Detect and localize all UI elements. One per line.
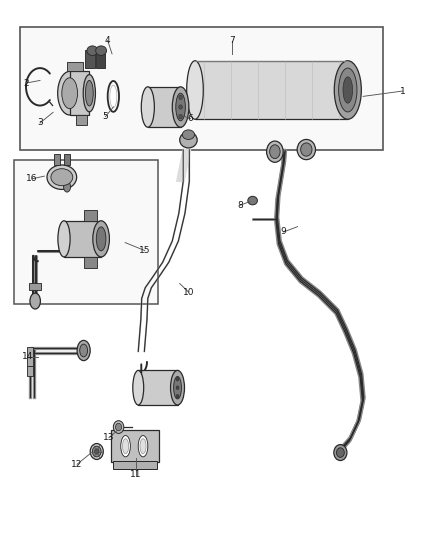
- Bar: [64, 221, 101, 257]
- Ellipse shape: [85, 80, 93, 106]
- Bar: [27, 348, 33, 357]
- Ellipse shape: [180, 132, 197, 148]
- Ellipse shape: [47, 165, 77, 189]
- Ellipse shape: [80, 344, 88, 357]
- Bar: [29, 283, 41, 290]
- Ellipse shape: [123, 439, 129, 454]
- Text: 15: 15: [139, 246, 151, 255]
- Ellipse shape: [334, 445, 347, 461]
- Ellipse shape: [110, 85, 117, 108]
- Ellipse shape: [77, 341, 90, 361]
- Polygon shape: [177, 150, 191, 181]
- Ellipse shape: [93, 221, 110, 257]
- Ellipse shape: [141, 87, 154, 127]
- Bar: [195, 61, 348, 119]
- Ellipse shape: [64, 181, 71, 192]
- Ellipse shape: [248, 196, 258, 205]
- Bar: [67, 62, 83, 71]
- Bar: [70, 71, 89, 115]
- Ellipse shape: [336, 448, 344, 457]
- Text: 14: 14: [22, 352, 33, 361]
- Ellipse shape: [179, 95, 182, 100]
- Text: 5: 5: [102, 112, 108, 121]
- Bar: [64, 155, 70, 165]
- Text: 9: 9: [281, 228, 286, 237]
- Text: 10: 10: [183, 287, 194, 296]
- Ellipse shape: [297, 140, 315, 160]
- Ellipse shape: [270, 145, 280, 159]
- Bar: [84, 257, 97, 268]
- Ellipse shape: [339, 68, 357, 112]
- Text: 16: 16: [26, 174, 38, 183]
- Ellipse shape: [176, 93, 185, 121]
- Ellipse shape: [87, 46, 98, 55]
- Ellipse shape: [170, 370, 184, 405]
- Ellipse shape: [92, 446, 101, 457]
- Bar: [76, 115, 87, 125]
- Text: 11: 11: [130, 471, 142, 479]
- Ellipse shape: [133, 370, 144, 405]
- Ellipse shape: [300, 143, 312, 156]
- Ellipse shape: [83, 75, 95, 112]
- Text: 1: 1: [399, 86, 405, 95]
- Ellipse shape: [30, 293, 40, 309]
- Ellipse shape: [95, 449, 99, 454]
- Ellipse shape: [176, 386, 179, 390]
- Bar: [113, 461, 157, 469]
- Bar: [138, 370, 177, 405]
- Ellipse shape: [113, 421, 124, 433]
- Ellipse shape: [116, 423, 122, 431]
- Text: 12: 12: [71, 460, 83, 469]
- Ellipse shape: [176, 394, 179, 398]
- Ellipse shape: [334, 61, 361, 119]
- Ellipse shape: [51, 168, 73, 185]
- Ellipse shape: [173, 376, 181, 399]
- Ellipse shape: [172, 87, 189, 127]
- Ellipse shape: [138, 435, 148, 457]
- Ellipse shape: [140, 439, 146, 454]
- Text: 13: 13: [103, 433, 115, 442]
- Ellipse shape: [121, 435, 131, 457]
- Bar: [54, 155, 60, 165]
- Ellipse shape: [179, 115, 182, 119]
- Ellipse shape: [96, 227, 106, 251]
- Bar: [27, 367, 33, 376]
- Ellipse shape: [182, 130, 194, 140]
- Bar: [148, 87, 180, 127]
- Ellipse shape: [187, 61, 203, 119]
- Ellipse shape: [95, 46, 106, 55]
- Bar: [27, 357, 33, 367]
- Ellipse shape: [58, 221, 70, 257]
- Text: 4: 4: [105, 36, 110, 45]
- Bar: [96, 50, 106, 68]
- Ellipse shape: [58, 71, 81, 115]
- Text: 3: 3: [37, 118, 43, 127]
- Text: 8: 8: [237, 201, 243, 210]
- Ellipse shape: [90, 443, 103, 459]
- Ellipse shape: [179, 105, 182, 109]
- Bar: [84, 210, 97, 221]
- Bar: [85, 50, 95, 68]
- Ellipse shape: [176, 377, 179, 381]
- Text: 7: 7: [229, 36, 235, 45]
- Ellipse shape: [267, 141, 283, 163]
- Ellipse shape: [343, 77, 353, 103]
- Text: 6: 6: [188, 114, 194, 123]
- Bar: [14, 160, 158, 304]
- Ellipse shape: [62, 78, 78, 109]
- Bar: [20, 27, 383, 150]
- Bar: [111, 430, 159, 462]
- Text: 2: 2: [23, 78, 29, 87]
